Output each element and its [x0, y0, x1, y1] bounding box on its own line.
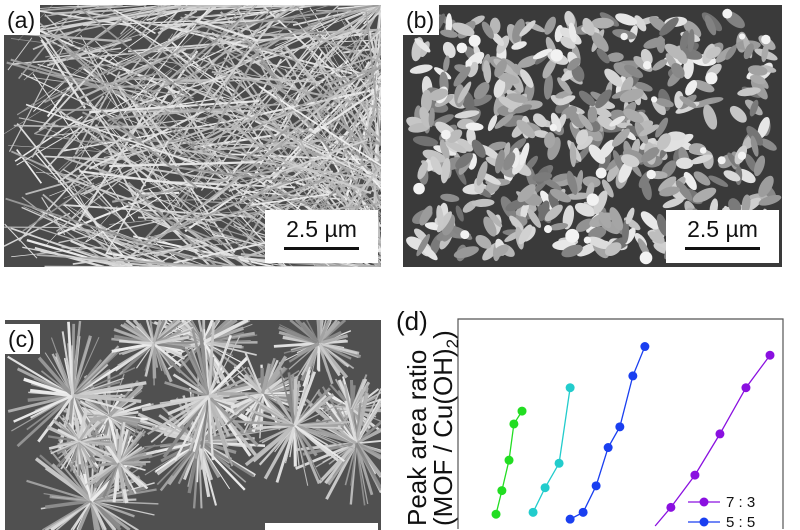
scale-bar-line: [284, 247, 359, 250]
sem-texture-flowers: [5, 320, 381, 530]
data-point: [509, 419, 519, 429]
sem-image-a: (a) 2.5 µm: [4, 5, 381, 267]
y-axis-label-line2: (MOF / Cu(OH)2): [428, 330, 462, 526]
peak-area-ratio-chart: Peak area ratio (MOF / Cu(OH)2) 7 : 3 5 :…: [402, 318, 784, 530]
data-point: [517, 406, 527, 416]
data-point: [565, 383, 575, 393]
scale-bar-b: 2.5 µm: [666, 210, 779, 263]
scale-bar-c: [265, 523, 378, 530]
sem-image-b: (b) 2.5 µm: [403, 5, 782, 267]
data-point: [578, 507, 588, 517]
data-point: [565, 514, 575, 524]
scale-bar-label: 2.5 µm: [687, 216, 758, 242]
scale-bar-a: 2.5 µm: [265, 210, 378, 263]
data-point: [640, 342, 650, 352]
scale-bar-line: [685, 247, 760, 250]
data-point: [690, 470, 700, 480]
legend-marker: [699, 517, 709, 527]
data-point: [591, 481, 601, 491]
legend-label: 5 : 5: [726, 514, 755, 530]
legend-marker: [699, 497, 709, 507]
data-point: [765, 350, 775, 360]
panel-label-c: (c): [5, 324, 40, 354]
data-point: [741, 383, 751, 393]
panel-label-a: (a): [4, 5, 41, 35]
data-point: [491, 509, 501, 519]
data-point: [628, 371, 638, 381]
series-line-1: [532, 387, 571, 513]
plot-frame: [457, 318, 784, 529]
legend-label: 7 : 3: [726, 494, 755, 511]
data-point: [615, 422, 625, 432]
data-point: [715, 429, 725, 439]
scale-bar-label: 2.5 µm: [286, 216, 357, 242]
data-point: [497, 486, 507, 496]
data-point: [666, 502, 676, 512]
y-axis-label-line1: Peak area ratio: [402, 350, 432, 526]
sem-image-c: (c): [5, 320, 381, 530]
data-point: [603, 443, 613, 453]
data-point: [504, 455, 514, 465]
data-point: [540, 483, 550, 493]
panel-label-b: (b): [403, 5, 440, 35]
data-point: [528, 507, 538, 517]
panel-label-d: (d): [396, 306, 428, 336]
data-point: [554, 458, 564, 468]
